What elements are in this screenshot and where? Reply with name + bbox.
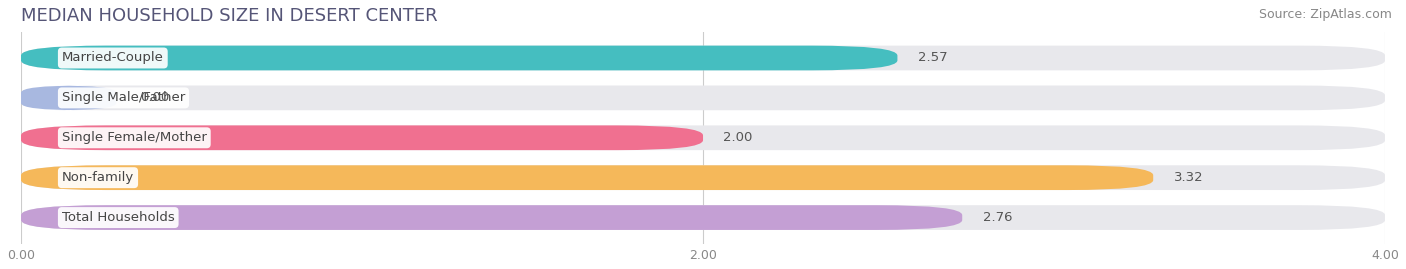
- FancyBboxPatch shape: [21, 86, 117, 110]
- Text: 0.00: 0.00: [141, 91, 170, 104]
- Text: MEDIAN HOUSEHOLD SIZE IN DESERT CENTER: MEDIAN HOUSEHOLD SIZE IN DESERT CENTER: [21, 7, 437, 25]
- FancyBboxPatch shape: [21, 46, 1385, 70]
- Text: 2.76: 2.76: [983, 211, 1012, 224]
- FancyBboxPatch shape: [21, 205, 962, 230]
- Text: 2.00: 2.00: [724, 131, 752, 144]
- FancyBboxPatch shape: [21, 125, 703, 150]
- Text: Married-Couple: Married-Couple: [62, 51, 163, 65]
- Text: Total Households: Total Households: [62, 211, 174, 224]
- FancyBboxPatch shape: [21, 46, 897, 70]
- FancyBboxPatch shape: [21, 165, 1385, 190]
- Text: Single Female/Mother: Single Female/Mother: [62, 131, 207, 144]
- Text: Single Male/Father: Single Male/Father: [62, 91, 186, 104]
- FancyBboxPatch shape: [21, 125, 1385, 150]
- FancyBboxPatch shape: [21, 86, 1385, 110]
- FancyBboxPatch shape: [21, 205, 1385, 230]
- FancyBboxPatch shape: [21, 165, 1153, 190]
- Text: 2.57: 2.57: [918, 51, 948, 65]
- Text: Source: ZipAtlas.com: Source: ZipAtlas.com: [1258, 8, 1392, 21]
- Text: 3.32: 3.32: [1174, 171, 1204, 184]
- Text: Non-family: Non-family: [62, 171, 134, 184]
